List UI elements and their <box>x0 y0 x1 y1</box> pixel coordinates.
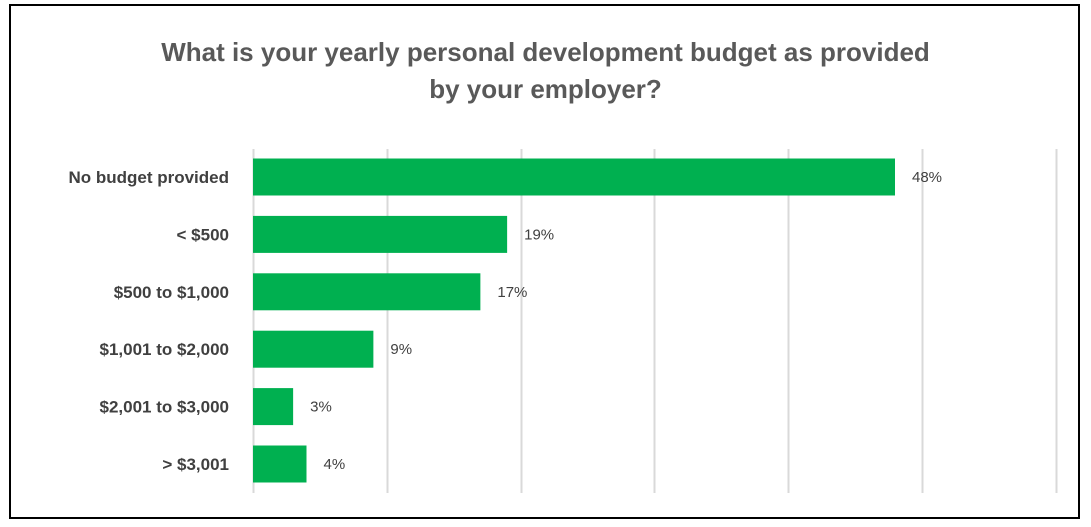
bar-3 <box>253 330 374 368</box>
category-label-3: $1,001 to $2,000 <box>100 340 229 359</box>
data-label-5: 4% <box>324 456 346 473</box>
bar-5 <box>253 445 307 483</box>
data-label-1: 19% <box>524 226 554 243</box>
chart-title-line-1: What is your yearly personal development… <box>161 37 930 67</box>
bar-2 <box>253 273 481 311</box>
chart-title-line-2: by your employer? <box>429 74 662 104</box>
bar-1 <box>253 215 508 253</box>
data-label-4: 3% <box>310 399 332 416</box>
bar-0 <box>253 158 895 196</box>
category-label-4: $2,001 to $3,000 <box>100 398 229 417</box>
bar-4 <box>253 388 294 426</box>
category-label-2: $500 to $1,000 <box>114 283 229 302</box>
data-label-0: 48% <box>912 169 942 186</box>
data-label-3: 9% <box>390 341 412 358</box>
category-label-0: No budget provided <box>68 168 229 187</box>
data-label-2: 17% <box>497 284 527 301</box>
gridlines <box>252 149 1058 493</box>
category-label-5: > $3,001 <box>162 455 229 474</box>
bars <box>253 158 895 483</box>
chart-title: What is your yearly personal development… <box>0 34 1091 108</box>
labels: No budget provided 48% < $500 19% $500 to $1… <box>68 168 942 474</box>
category-label-1: < $500 <box>177 225 229 244</box>
chart-frame <box>9 4 1080 519</box>
